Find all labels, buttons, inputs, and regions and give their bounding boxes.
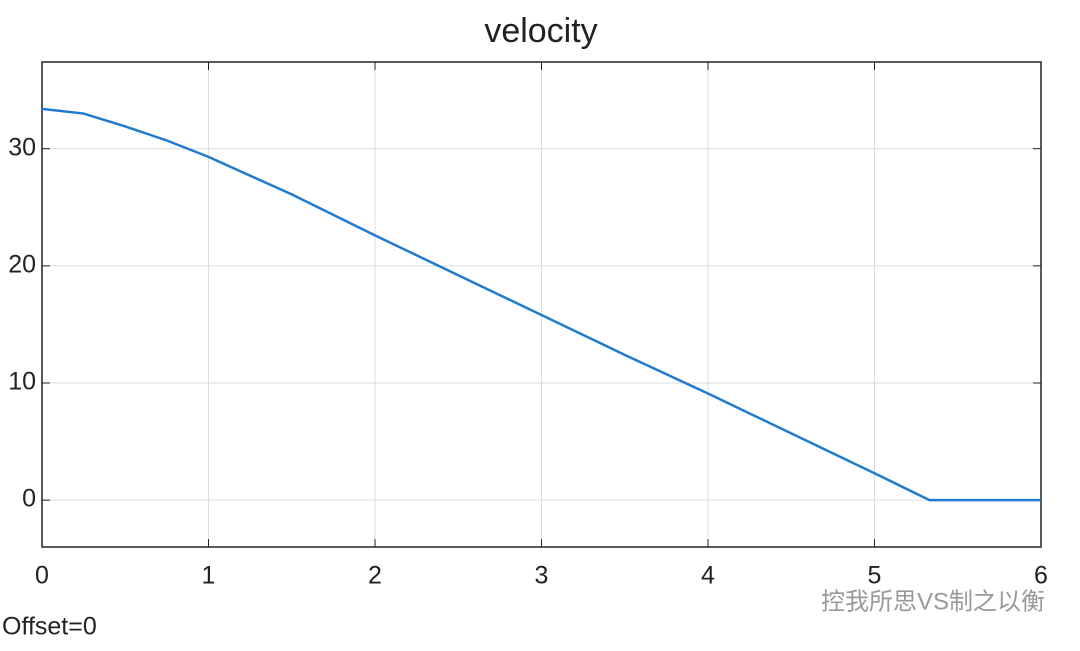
x-tick-label: 5: [868, 562, 882, 590]
chart-title: velocity: [484, 12, 597, 50]
data-line: [41, 107, 1041, 502]
plot-frame: [41, 61, 1042, 548]
x-tick-label: 6: [1034, 562, 1048, 590]
y-tick-label: 10: [8, 368, 36, 396]
x-tick-label: 4: [701, 562, 715, 590]
watermark: 控我所思VS制之以衡: [821, 588, 1045, 615]
annotation: Offset=0: [2, 613, 97, 641]
x-tick-label: 3: [535, 562, 549, 590]
y-tick-label: 0: [22, 485, 36, 513]
x-tick-label: 1: [202, 562, 216, 590]
y-tick-label: 20: [8, 250, 36, 278]
x-tick-label: 0: [35, 562, 49, 590]
y-tick-label: 30: [8, 133, 36, 161]
x-tick-label: 2: [368, 562, 382, 590]
